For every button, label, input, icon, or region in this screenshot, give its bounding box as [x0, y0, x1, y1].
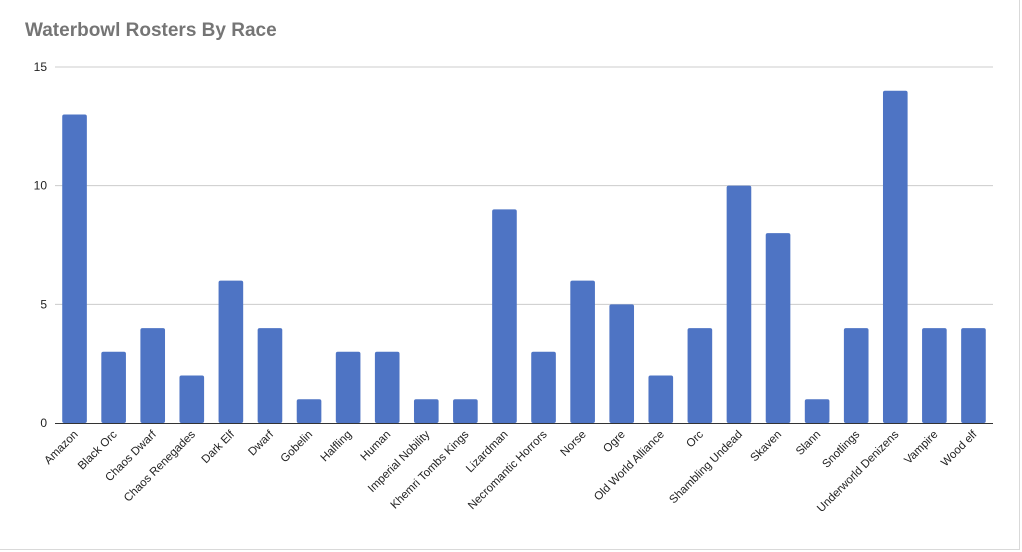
x-tick-label: Amazon: [42, 429, 80, 467]
x-tick-label: Dwarf: [246, 428, 276, 458]
bar: [804, 399, 830, 423]
x-tick-label: Dark Elf: [200, 428, 238, 466]
y-axis-ticks: 0 5 10 15: [34, 60, 48, 430]
bar: [140, 328, 166, 423]
bar: [492, 209, 517, 423]
bar: [335, 351, 361, 423]
x-tick-label: Human: [359, 429, 394, 464]
bar: [218, 280, 244, 423]
bar: [101, 351, 126, 423]
x-tick-label: Ogre: [601, 429, 628, 456]
bar: [843, 328, 869, 423]
bar: [296, 399, 322, 423]
bar: [570, 280, 595, 423]
x-tick-label: Skaven: [749, 429, 785, 465]
gridlines: [55, 66, 993, 305]
x-tick-label: Gobelin: [279, 429, 316, 466]
y-tick-label: 10: [34, 179, 48, 193]
y-tick-label: 15: [34, 60, 48, 74]
bar: [609, 304, 635, 423]
x-tick-label: Wood elf: [939, 428, 980, 469]
y-tick-label: 0: [40, 416, 47, 430]
bar: [648, 375, 674, 423]
x-tick-label: Norse: [559, 429, 589, 459]
x-tick-label: Old World Alliance: [592, 429, 667, 504]
x-tick-label: Khemri Tombs Kings: [389, 428, 472, 511]
bar: [374, 351, 400, 423]
x-tick-label: Vampire: [902, 429, 940, 467]
bar: [726, 185, 752, 423]
bar: [882, 90, 908, 423]
x-tick-label: Slann: [794, 429, 823, 458]
x-tick-label: Halfling: [319, 429, 355, 465]
bar: [413, 399, 439, 423]
bar: [62, 114, 87, 423]
bar: [531, 351, 556, 423]
y-tick-label: 5: [40, 297, 47, 311]
bar: [961, 328, 986, 423]
bar: [453, 399, 478, 423]
x-tick-label: Orc: [684, 428, 706, 450]
x-tick-label: Chaos Renegades: [122, 428, 198, 504]
bar: [257, 328, 283, 423]
bar: [687, 328, 713, 423]
x-tick-label: Underworld Denizens: [815, 428, 901, 514]
bars: [62, 90, 986, 423]
bar: [765, 233, 791, 423]
chart-title: Waterbowl Rosters By Race: [25, 20, 277, 41]
x-tick-label: Shambling Undead: [667, 429, 745, 507]
bar: [179, 375, 205, 423]
x-tick-label: Necromantic Horrors: [466, 428, 550, 512]
bar: [922, 328, 947, 423]
